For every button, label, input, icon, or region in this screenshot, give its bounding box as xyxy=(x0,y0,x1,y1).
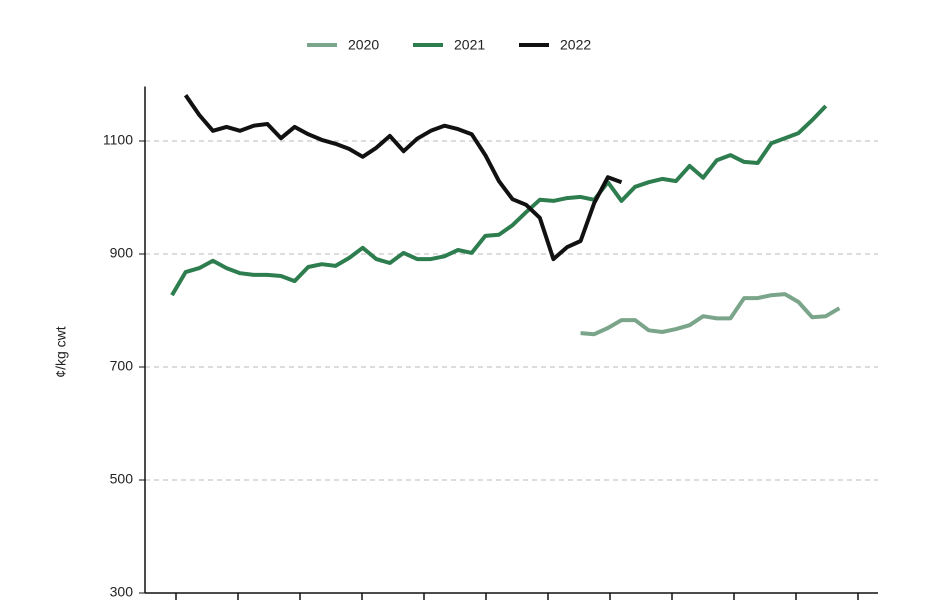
legend-label: 2021 xyxy=(454,37,485,53)
series-line xyxy=(183,94,623,262)
y-tick-label: 300 xyxy=(110,584,134,600)
legend-label: 2020 xyxy=(348,37,379,53)
y-tick-label: 1100 xyxy=(103,132,133,148)
x-ticks xyxy=(175,593,859,600)
y-tick-label: 900 xyxy=(110,245,134,261)
y-tick-label: 700 xyxy=(110,358,134,374)
y-tick-label: 500 xyxy=(110,471,134,487)
series-line xyxy=(170,104,828,297)
series-line xyxy=(580,292,841,337)
legend-label: 2022 xyxy=(560,37,591,53)
y-axis-label: ¢/kg cwt xyxy=(53,326,69,377)
